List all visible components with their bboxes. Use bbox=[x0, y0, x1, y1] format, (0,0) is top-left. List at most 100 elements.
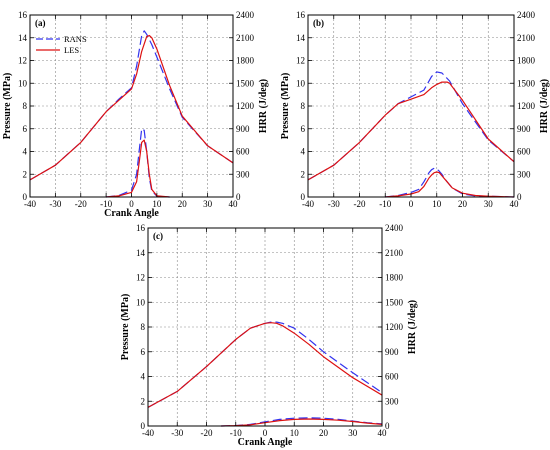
series-line-rans-hrr bbox=[106, 128, 170, 198]
x-tick-label: 20 bbox=[178, 199, 188, 209]
y-tick-label: 4 bbox=[141, 372, 146, 382]
series-line-rans-hrr bbox=[385, 167, 515, 198]
x-tick-label: -10 bbox=[379, 199, 391, 209]
y2-tick-label: 2100 bbox=[236, 33, 255, 43]
y-axis-title: Pressure (MPa) bbox=[280, 73, 291, 140]
x-tick-label: 40 bbox=[229, 199, 239, 209]
series-line-les-pressure bbox=[307, 81, 515, 181]
y2-tick-label: 1500 bbox=[517, 78, 536, 88]
y-tick-label: 10 bbox=[136, 297, 146, 307]
y-tick-label: 6 bbox=[23, 124, 28, 134]
y-tick-label: 4 bbox=[23, 147, 28, 157]
y-tick-label: 8 bbox=[141, 322, 146, 332]
y2-tick-label: 900 bbox=[385, 347, 399, 357]
x-tick-label: -20 bbox=[354, 199, 366, 209]
plot-frame bbox=[307, 14, 515, 198]
y2-tick-label: 300 bbox=[517, 169, 531, 179]
y-tick-label: 4 bbox=[301, 147, 306, 157]
y2-tick-label: 1200 bbox=[385, 322, 404, 332]
y-tick-label: 16 bbox=[18, 10, 28, 20]
x-axis-title: Crank Angle bbox=[104, 208, 159, 219]
panel-c: -40 -30 -20 -10 0 10 20 30 400246810121416030060… bbox=[120, 223, 418, 448]
x-tick-label: 40 bbox=[510, 199, 520, 209]
y-tick-label: 14 bbox=[136, 248, 146, 258]
y2-tick-label: 600 bbox=[236, 147, 250, 157]
y2-tick-label: 2400 bbox=[517, 10, 536, 20]
legend-label-les: LES bbox=[64, 45, 79, 55]
y2-tick-label: 1500 bbox=[385, 297, 404, 307]
x-tick-label: -10 bbox=[100, 199, 112, 209]
series-line-les-hrr bbox=[221, 418, 383, 427]
x-tick-label: 10 bbox=[432, 199, 442, 209]
y-tick-label: 6 bbox=[141, 347, 146, 357]
y2-tick-label: 2400 bbox=[236, 10, 255, 20]
panel-a: -40 -30 -20 -10 0 10 20 30 400246810121416030060… bbox=[2, 10, 269, 219]
y2-tick-label: 300 bbox=[385, 396, 399, 406]
x-tick-label: -20 bbox=[75, 199, 87, 209]
y2-axis-title: HRR (J/deg) bbox=[258, 79, 269, 133]
y-tick-label: 12 bbox=[136, 273, 145, 283]
panel-b: -40 -30 -20 -10 0 10 20 30 400246810121416030060… bbox=[280, 10, 550, 209]
y-tick-label: 0 bbox=[23, 192, 28, 202]
series-line-les-pressure bbox=[147, 322, 383, 408]
y-tick-label: 10 bbox=[18, 78, 28, 88]
x-tick-label: -30 bbox=[328, 199, 340, 209]
x-tick-label: 20 bbox=[458, 199, 468, 209]
panel-label: (c) bbox=[153, 231, 163, 241]
y-tick-label: 14 bbox=[296, 33, 306, 43]
x-tick-label: 30 bbox=[203, 199, 213, 209]
legend-label-rans: RANS bbox=[64, 34, 87, 44]
x-tick-label: 0 bbox=[129, 199, 134, 209]
y2-tick-label: 2100 bbox=[517, 33, 536, 43]
panel-label: (a) bbox=[35, 18, 46, 28]
x-tick-label: 0 bbox=[409, 199, 414, 209]
series-line-les-hrr bbox=[385, 171, 515, 198]
y-axis-title: Pressure (MPa) bbox=[2, 73, 13, 140]
y-axis-title: Pressure (MPa) bbox=[120, 294, 131, 361]
x-tick-label: -40 bbox=[302, 199, 314, 209]
y-tick-label: 8 bbox=[301, 101, 306, 111]
x-tick-label: 30 bbox=[348, 428, 358, 438]
y-tick-label: 0 bbox=[141, 421, 146, 431]
series-line-rans-pressure bbox=[29, 30, 234, 181]
y2-tick-label: 0 bbox=[517, 192, 522, 202]
y2-tick-label: 2100 bbox=[385, 248, 404, 258]
y-tick-label: 6 bbox=[301, 124, 306, 134]
x-tick-label: -40 bbox=[24, 199, 36, 209]
x-tick-label: -30 bbox=[49, 199, 61, 209]
y2-tick-label: 1800 bbox=[517, 56, 536, 66]
x-axis-title: Crank Angle bbox=[238, 437, 293, 448]
y-tick-label: 16 bbox=[136, 223, 146, 233]
y-tick-label: 2 bbox=[301, 169, 306, 179]
grid bbox=[148, 228, 382, 426]
y2-tick-label: 900 bbox=[236, 124, 250, 134]
y-tick-label: 12 bbox=[18, 56, 27, 66]
y2-tick-label: 900 bbox=[517, 124, 531, 134]
y-tick-label: 16 bbox=[296, 10, 306, 20]
x-tick-label: 0 bbox=[263, 428, 268, 438]
x-tick-label: 10 bbox=[290, 428, 300, 438]
y-tick-label: 12 bbox=[296, 56, 305, 66]
panel-label: (b) bbox=[313, 18, 324, 28]
x-tick-label: 10 bbox=[152, 199, 162, 209]
y2-tick-label: 300 bbox=[236, 169, 250, 179]
y2-tick-label: 1500 bbox=[236, 78, 255, 88]
y2-tick-label: 0 bbox=[385, 421, 390, 431]
y-tick-label: 2 bbox=[141, 396, 146, 406]
x-tick-label: 20 bbox=[319, 428, 329, 438]
y-tick-label: 0 bbox=[301, 192, 306, 202]
y2-tick-label: 0 bbox=[236, 192, 241, 202]
y-tick-label: 10 bbox=[296, 78, 306, 88]
x-tick-label: -20 bbox=[201, 428, 213, 438]
y2-tick-label: 600 bbox=[517, 147, 531, 157]
y2-axis-title: HRR (J/deg) bbox=[539, 79, 550, 133]
y2-axis-title: HRR (J/deg) bbox=[407, 300, 418, 354]
series-line-les-pressure bbox=[29, 34, 234, 181]
x-tick-label: -10 bbox=[230, 428, 242, 438]
x-tick-label: -30 bbox=[171, 428, 183, 438]
y2-tick-label: 1200 bbox=[236, 101, 255, 111]
y2-tick-label: 1800 bbox=[236, 56, 255, 66]
y2-tick-label: 1800 bbox=[385, 273, 404, 283]
x-tick-label: 40 bbox=[378, 428, 388, 438]
